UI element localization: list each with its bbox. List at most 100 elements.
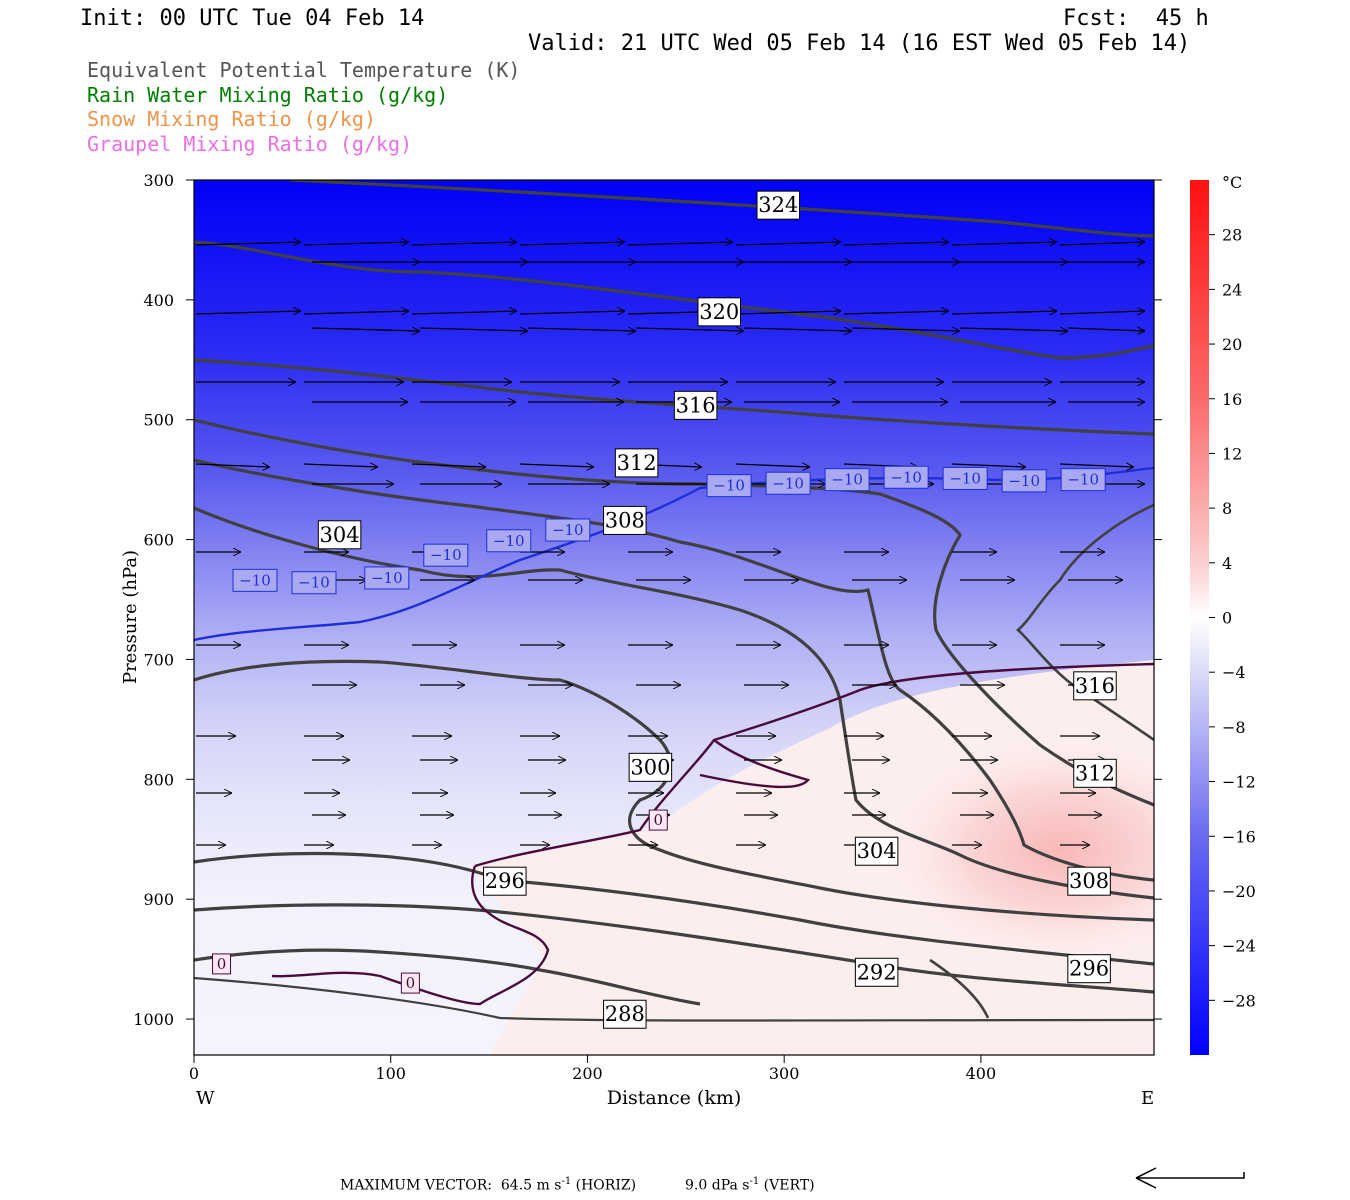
isotherm-label-box xyxy=(1001,469,1047,493)
isotherm-label: −10 xyxy=(890,468,922,486)
colorbar-tick-label: 20 xyxy=(1222,335,1242,354)
y-axis: 300 400 500 600 700 800 900 1000 xyxy=(133,171,1162,1029)
wind-vector xyxy=(411,464,486,467)
isotherm-label: −10 xyxy=(1067,471,1099,489)
colorbar-unit: °C xyxy=(1222,173,1242,192)
vertical-vector-value: 9.0 dPa s xyxy=(685,1177,750,1194)
wind-vector xyxy=(527,328,636,331)
vertical-vector-exponent: -1 xyxy=(749,1176,760,1187)
colorbar-tick-label: −4 xyxy=(1222,663,1246,682)
isotherm-label-box xyxy=(824,468,870,492)
theta-e-label: 312 xyxy=(617,451,657,475)
horizontal-vector-tag: (HORIZ) xyxy=(575,1177,637,1194)
wind-vector xyxy=(1059,242,1145,245)
colorbar-ticks: 28 24 20 16 12 8 4 0 −4 −8 −12 −16 −20 −24 −28 xyxy=(1209,226,1256,1010)
wind-vectors xyxy=(195,242,1145,845)
wind-vector xyxy=(743,328,852,331)
y-tick-label: 500 xyxy=(143,411,174,430)
theta-e-label: 312 xyxy=(1075,761,1115,785)
colorbar-tick-label: −28 xyxy=(1222,991,1256,1010)
forecast-hour: Fcst: 45 h xyxy=(1063,6,1209,31)
theta-e-label-box xyxy=(1073,758,1117,788)
isotherm-label: −10 xyxy=(298,574,330,592)
theta-e-label: 308 xyxy=(1069,869,1109,893)
plot-area xyxy=(194,180,1154,1055)
freezing-label-box xyxy=(400,972,420,994)
colorbar-tick-label: 4 xyxy=(1222,554,1232,573)
wind-vector xyxy=(519,311,625,314)
y-axis-label: Pressure (hPa) xyxy=(120,550,141,684)
isotherm-label: −10 xyxy=(831,471,863,489)
colorbar-tick-label: −8 xyxy=(1222,718,1246,737)
wind-vector xyxy=(735,311,841,314)
theta-e-label: 288 xyxy=(605,1002,645,1026)
isotherm-label-box xyxy=(706,474,752,498)
y-tick-label: 400 xyxy=(143,291,174,310)
isotherm-label: −10 xyxy=(552,521,584,539)
theta-e-label-box xyxy=(673,390,718,420)
wind-vector xyxy=(1067,328,1145,331)
y-tick-label: 600 xyxy=(143,531,174,550)
theta-e-label: 316 xyxy=(676,393,716,417)
wind-vector xyxy=(1059,464,1134,467)
horizontal-vector-exponent: -1 xyxy=(561,1176,572,1187)
isotherm-label-box xyxy=(1060,468,1106,492)
horizontal-vector-value: 64.5 m s xyxy=(500,1177,562,1194)
wind-vector xyxy=(195,464,270,467)
theta-e-label-box xyxy=(483,866,527,896)
wind-vector xyxy=(1059,311,1145,314)
isotherm-label: −10 xyxy=(239,571,271,589)
vertical-vector-tag: (VERT) xyxy=(763,1177,815,1194)
isotherm-label: −10 xyxy=(713,477,745,495)
wind-vector xyxy=(627,242,733,245)
freezing-label-box xyxy=(648,809,668,831)
x-axis-label: Distance (km) xyxy=(607,1087,742,1109)
colorbar-tick-label: −16 xyxy=(1222,827,1256,846)
isotherm-label-box xyxy=(883,465,929,489)
reference-vector-icon xyxy=(1135,1167,1245,1189)
wind-vector xyxy=(951,311,1057,314)
colorbar-tick-label: 8 xyxy=(1222,499,1232,518)
x-tick-label: 200 xyxy=(572,1064,603,1083)
freezing-label: 0 xyxy=(217,955,227,973)
theta-e-label-box xyxy=(603,999,647,1029)
plot-frame xyxy=(193,179,1155,1056)
x-tick-label: 100 xyxy=(375,1064,406,1083)
colorbar-tick-label: −20 xyxy=(1222,882,1256,901)
theta-e-label-box xyxy=(603,505,647,535)
legend-snow: Snow Mixing Ratio (g/kg) xyxy=(87,107,376,131)
theta-e-label-box xyxy=(854,957,899,987)
freezing-label-box xyxy=(212,953,232,975)
isotherm-label-box xyxy=(942,466,988,490)
theta-e-label: 296 xyxy=(485,869,525,893)
wind-vector xyxy=(735,242,841,245)
wind-vector xyxy=(419,328,528,331)
isotherm-label: −10 xyxy=(772,474,804,492)
theta-e-label-box xyxy=(697,297,741,327)
wind-vector xyxy=(303,464,378,467)
legend-graupel: Graupel Mixing Ratio (g/kg) xyxy=(87,132,413,156)
colorbar-tick-label: 16 xyxy=(1222,390,1242,409)
theta-e-label: 316 xyxy=(1075,674,1115,698)
isotherm-label-box xyxy=(765,471,811,495)
isotherm-label-box xyxy=(291,571,337,595)
colorbar-tick-label: −24 xyxy=(1222,937,1256,956)
rain-freezing-contour xyxy=(271,662,1154,1006)
max-vector-label: MAXIMUM VECTOR: xyxy=(340,1177,492,1194)
wind-vector xyxy=(519,242,625,245)
theta-e-label: 296 xyxy=(1069,957,1109,981)
theta-e-label-box xyxy=(1067,954,1111,984)
theta-e-label: 304 xyxy=(857,839,897,863)
wind-vector xyxy=(311,328,420,331)
wind-vector xyxy=(411,311,517,314)
colorbar-tick-label: 12 xyxy=(1222,444,1242,463)
colorbar-tick-label: 24 xyxy=(1222,280,1242,299)
theta-e-label: 304 xyxy=(320,523,360,547)
theta-e-label-box xyxy=(614,448,659,478)
theta-e-label-box xyxy=(1073,671,1117,701)
east-label: E xyxy=(1141,1088,1154,1109)
wind-vector xyxy=(851,328,960,331)
theta-e-label-box xyxy=(1067,866,1111,896)
colorbar-tick-label: −12 xyxy=(1222,773,1256,792)
